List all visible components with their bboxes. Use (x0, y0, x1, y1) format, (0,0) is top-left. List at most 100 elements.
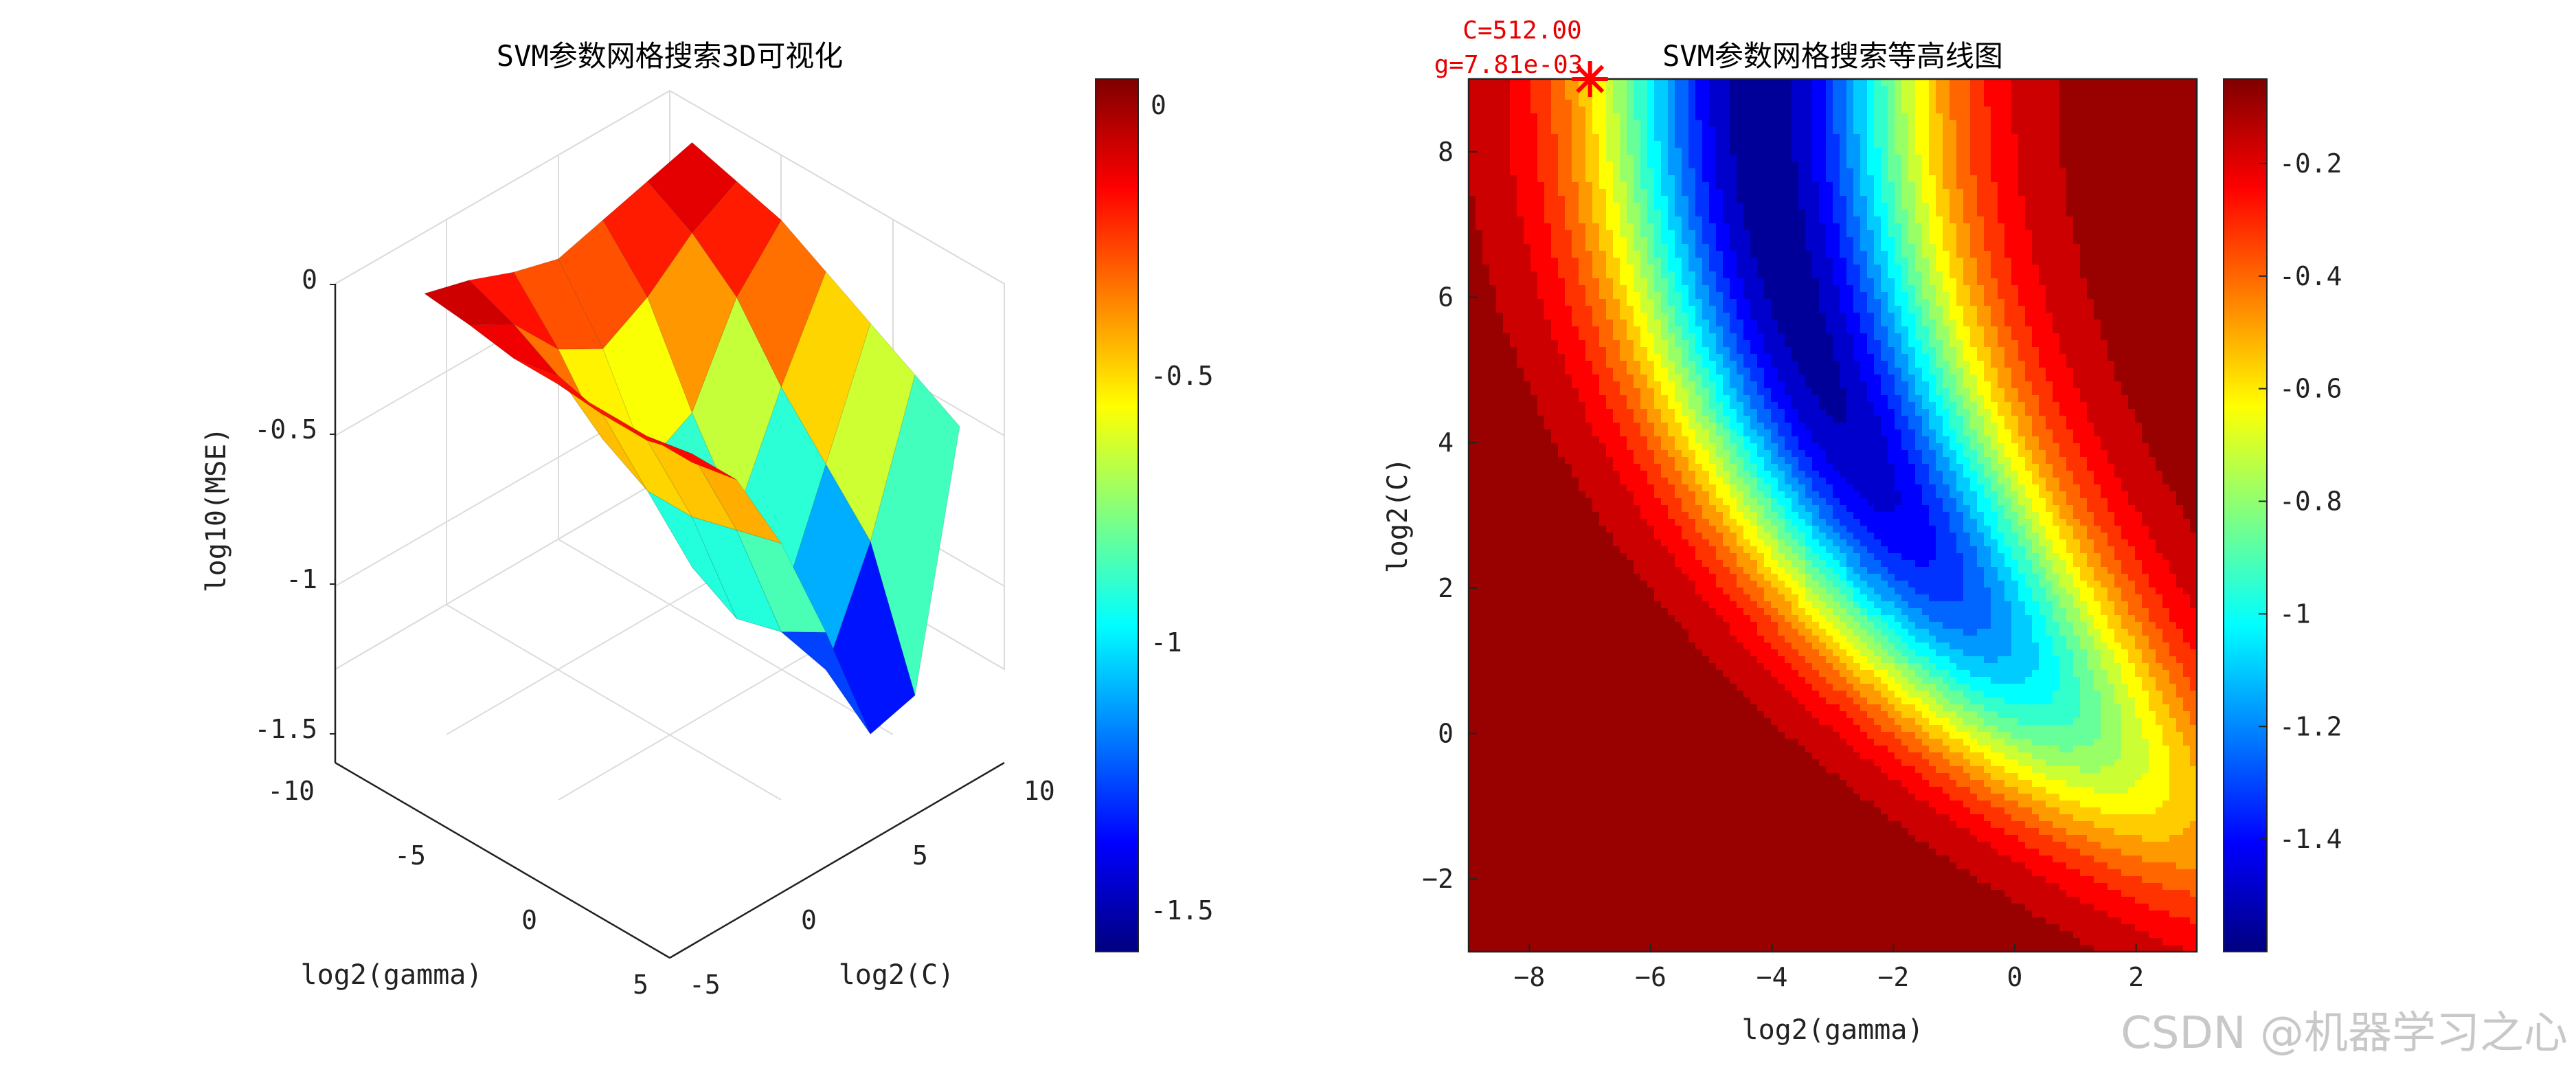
contour-band-cell (1489, 313, 1497, 320)
contour-band-cell (1620, 285, 1627, 293)
contour-band-cell (1723, 347, 1730, 355)
contour-band-cell (1530, 842, 1538, 849)
contour-band-cell (1688, 849, 1696, 856)
contour-band-cell (1702, 519, 1710, 526)
contour-band-cell (1599, 120, 1607, 128)
contour-band-cell (1530, 223, 1538, 231)
contour-band-cell (1675, 814, 1682, 822)
contour-band-cell (1565, 244, 1572, 251)
contour-band-cell (1524, 746, 1531, 753)
contour-band-cell (1730, 368, 1737, 375)
contour-band-cell (1510, 258, 1517, 265)
contour-band-cell (1695, 835, 1703, 842)
contour-band-cell (1530, 203, 1538, 210)
contour-band-cell (1524, 113, 1531, 121)
contour-band-cell (1565, 821, 1572, 829)
contour-band-cell (1592, 807, 1600, 815)
contour-band-cell (1647, 732, 1655, 739)
contour-band-cell (1482, 649, 1490, 657)
contour-band-cell (1517, 416, 1524, 423)
contour-band-cell (1688, 450, 1696, 458)
contour-band-cell (1544, 429, 1552, 437)
contour-band-cell (1702, 945, 1710, 952)
colorbar-tick-label: 0 (1151, 90, 1166, 120)
contour-band-cell (1613, 945, 1620, 952)
contour-band-cell (1517, 374, 1524, 382)
contour-band-cell (1613, 938, 1620, 946)
contour-band-cell (1702, 581, 1710, 588)
contour-band-cell (1476, 890, 1483, 897)
contour-band-cell (1613, 175, 1620, 183)
contour-band-cell (1730, 691, 1737, 698)
contour-band-cell (1709, 780, 1717, 787)
contour-band-cell (1524, 271, 1531, 279)
contour-band-cell (1675, 670, 1682, 678)
contour-band-cell (1668, 237, 1675, 245)
contour-band-cell (1702, 869, 1710, 877)
contour-band-cell (1723, 594, 1730, 602)
contour-band-cell (1579, 931, 1586, 939)
contour-band-cell (1599, 251, 1607, 258)
contour-band-cell (1544, 883, 1552, 891)
contour-band-cell (1606, 656, 1614, 664)
contour-band-cell (1723, 821, 1730, 829)
contour-band-cell (1592, 381, 1600, 389)
contour-band-cell (1709, 656, 1717, 664)
contour-band-cell (1476, 711, 1483, 719)
contour-band-cell (1469, 155, 1476, 162)
contour-band-cell (1654, 546, 1662, 554)
surface-gamma-axis-label: log2(gamma) (301, 959, 483, 991)
contour-band-cell (1716, 134, 1724, 142)
contour-band-cell (1530, 725, 1538, 732)
contour-band-cell (1558, 306, 1566, 313)
contour-band-cell (1476, 759, 1483, 767)
contour-band-cell (1695, 450, 1703, 458)
contour-band-cell (1558, 828, 1566, 836)
contour-band-cell (1695, 292, 1703, 300)
contour-band-cell (1682, 237, 1689, 245)
contour-band-cell (1585, 794, 1593, 801)
contour-band-cell (1469, 409, 1476, 416)
contour-band-cell (1682, 835, 1689, 842)
contour-band-cell (1510, 917, 1517, 925)
contour-band-cell (1675, 113, 1682, 121)
contour-band-cell (1482, 436, 1490, 444)
contour-band-cell (1661, 752, 1669, 760)
contour-band-cell (1675, 945, 1682, 952)
contour-band-cell (1606, 175, 1614, 183)
contour-band-cell (1482, 739, 1490, 746)
contour-band-cell (1496, 663, 1504, 671)
contour-band-cell (1640, 265, 1648, 272)
contour-band-cell (1695, 608, 1703, 616)
contour-band-cell (1627, 340, 1634, 348)
contour-band-cell (1565, 271, 1572, 279)
contour-band-cell (1524, 443, 1531, 451)
contour-band-cell (1675, 526, 1682, 533)
contour-band-cell (1503, 821, 1511, 829)
contour-band-cell (1558, 546, 1566, 554)
contour-band-cell (1469, 436, 1476, 444)
contour-band-cell (1592, 526, 1600, 533)
contour-band-cell (1716, 684, 1724, 691)
contour-band-cell (1551, 567, 1559, 574)
contour-band-cell (1530, 189, 1538, 197)
contour-band-cell (1688, 814, 1696, 822)
contour-band-cell (1647, 746, 1655, 753)
contour-band-cell (1579, 821, 1586, 829)
contour-band-cell (1476, 794, 1483, 801)
contour-band-cell (1716, 409, 1724, 416)
contour-band-cell (1668, 670, 1675, 678)
contour-band-cell (1469, 876, 1476, 884)
contour-band-cell (1599, 697, 1607, 705)
contour-band-cell (1675, 629, 1682, 636)
contour-band-cell (1723, 230, 1730, 238)
contour-band-cell (1702, 553, 1710, 561)
contour-band-cell (1572, 127, 1579, 135)
contour-band-cell (1565, 155, 1572, 162)
contour-band-cell (1695, 79, 1703, 87)
contour-band-cell (1565, 402, 1572, 410)
contour-band-cell (1524, 471, 1531, 478)
contour-band-cell (1599, 560, 1607, 568)
contour-band-cell (1716, 182, 1724, 190)
contour-band-cell (1606, 374, 1614, 382)
